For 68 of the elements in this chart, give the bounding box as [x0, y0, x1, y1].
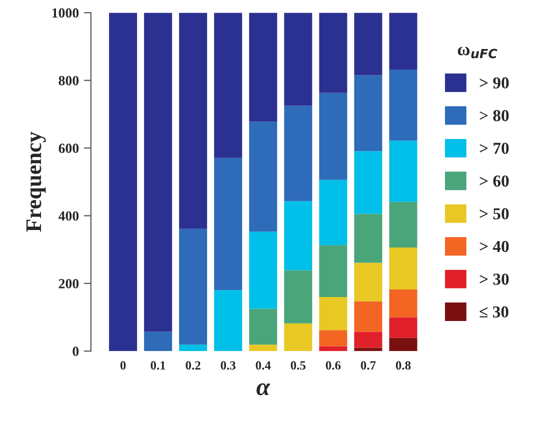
legend-label: > 30 [480, 274, 509, 285]
bar [249, 344, 278, 352]
bar [389, 248, 418, 290]
x-tick-label: 0.1 [150, 361, 166, 370]
bar [284, 201, 312, 270]
bar [319, 346, 348, 352]
legend-label: ≤ 30 [480, 306, 508, 318]
bar [144, 332, 172, 352]
bar [284, 323, 312, 352]
x-tick-label: 0.6 [326, 361, 341, 370]
bar [389, 338, 418, 352]
bar [179, 344, 208, 352]
y-tick-label: 600 [58, 144, 79, 154]
bar [249, 232, 278, 309]
bar [389, 12, 418, 70]
x-tick-label: 0.8 [396, 361, 411, 370]
bar [284, 12, 312, 106]
bar [284, 270, 312, 324]
bar [179, 12, 208, 229]
bar [179, 228, 208, 345]
bar [354, 348, 382, 352]
y-tick-label: 0 [72, 346, 79, 356]
bar [354, 301, 382, 332]
bar [109, 12, 138, 352]
x-tick-label: 0 [120, 361, 126, 370]
bar [249, 12, 278, 122]
bar [284, 106, 312, 202]
bar [389, 317, 418, 338]
bar [319, 296, 348, 330]
legend-label: > 40 [480, 240, 509, 252]
bar [319, 180, 348, 246]
y-tick-label: 200 [58, 278, 79, 288]
y-tick-label: 800 [58, 76, 79, 86]
bar [389, 70, 418, 141]
bar [144, 12, 172, 332]
bar [249, 122, 278, 232]
x-tick-label: 0.2 [186, 361, 200, 370]
bar [214, 290, 242, 352]
bar [354, 12, 382, 76]
bar [214, 158, 242, 290]
x-tick-label: 0.7 [360, 361, 376, 370]
x-tick-label: 0.5 [290, 361, 306, 370]
y-tick-label: 1000 [52, 8, 79, 18]
legend-label: > 80 [480, 110, 509, 122]
bar [319, 245, 348, 297]
bar [389, 290, 418, 318]
bar [354, 214, 382, 263]
legend-label: > 90 [480, 77, 509, 89]
bar [319, 12, 348, 93]
y-tick-label: 400 [58, 211, 79, 221]
legend-title: ω$_{uFC}$ [458, 46, 498, 58]
bar [319, 330, 348, 346]
bar [389, 140, 418, 202]
bar [354, 332, 382, 348]
x-tick-label: 0.3 [220, 361, 236, 370]
bar [319, 92, 348, 180]
x-tick-label: 0.4 [256, 361, 271, 370]
legend-label: > 70 [480, 142, 509, 154]
legend-label: > 60 [480, 175, 509, 187]
bar [214, 12, 242, 158]
bar [389, 202, 418, 248]
x-axis-title: α [256, 383, 270, 396]
bar [354, 151, 382, 214]
bar [354, 75, 382, 152]
y-axis-title: Frequency [26, 132, 46, 232]
legend-label: > 50 [480, 208, 509, 220]
bar [354, 262, 382, 302]
bar [249, 308, 278, 345]
